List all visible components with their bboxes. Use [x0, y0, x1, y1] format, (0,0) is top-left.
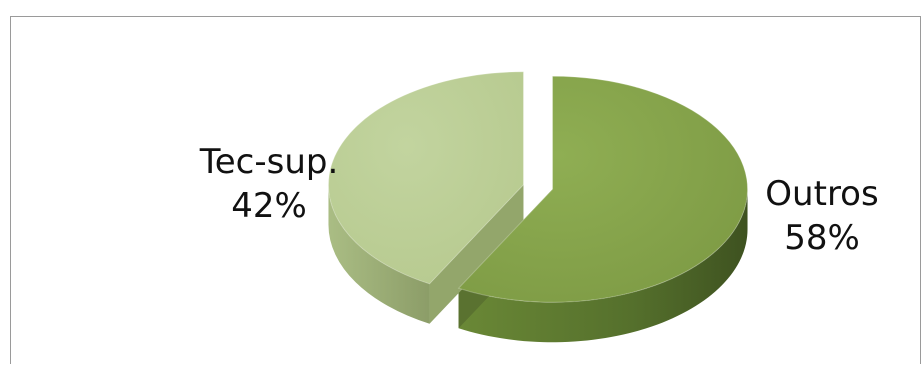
- pie-side-outros-0: [458, 189, 748, 343]
- slice-name-tec-sup: Tec-sup.: [199, 142, 339, 182]
- chart-area-border: [10, 16, 921, 364]
- data-label-outros: Outros 58%: [752, 172, 892, 260]
- pie-slice-outros: [457, 75, 749, 303]
- pie-slice-tec-sup: [327, 71, 524, 285]
- pie-side-tec-sup-0: [328, 184, 430, 324]
- data-label-tec-sup: Tec-sup. 42%: [184, 140, 354, 228]
- slice-percent-tec-sup: 42%: [231, 186, 307, 226]
- slice-percent-outros: 58%: [784, 218, 860, 258]
- pie-cut-tec-sup-0: [429, 184, 524, 324]
- slice-name-outros: Outros: [765, 174, 879, 214]
